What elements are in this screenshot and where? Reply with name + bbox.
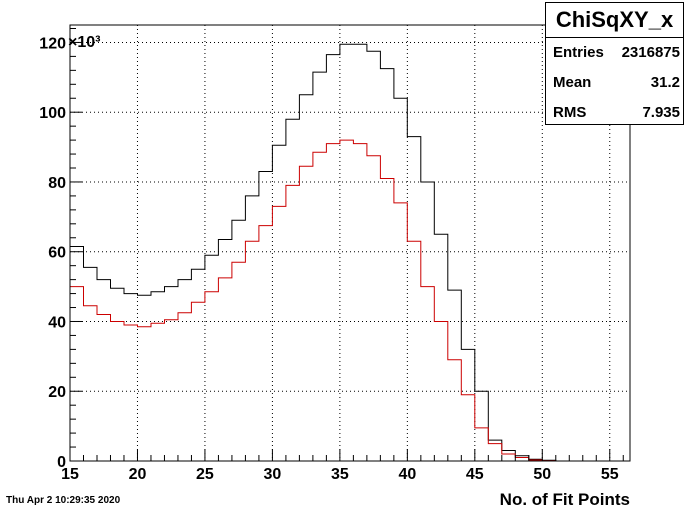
x-tick-label: 30 xyxy=(264,466,282,483)
stats-value: 31.2 xyxy=(650,74,680,91)
y-tick-label: 40 xyxy=(48,314,66,331)
histogram-line xyxy=(70,43,630,462)
y-tick-label: 20 xyxy=(48,384,66,401)
x-tick-label: 55 xyxy=(601,466,619,483)
stats-label: Mean xyxy=(553,74,592,91)
x-tick-label: 15 xyxy=(61,466,79,483)
y-tick-label: 0 xyxy=(57,454,66,471)
x-tick-label: 35 xyxy=(331,466,349,483)
stats-label: Entries xyxy=(553,44,604,61)
histogram-line xyxy=(70,139,630,462)
tick-labels: 15 20 25 30 35 40 45 50 55 0 20 40 60 80 100 120 xyxy=(39,35,618,483)
y-tick-label: 60 xyxy=(48,245,66,262)
x-axis-title: No. of Fit Points xyxy=(499,490,630,509)
y-tick-label: 80 xyxy=(48,175,66,192)
date-stamp: Thu Apr 2 10:29:35 2020 xyxy=(6,495,121,506)
x-tick-label: 45 xyxy=(466,466,484,483)
y-tick-label: 100 xyxy=(39,105,66,122)
plot-frame xyxy=(69,24,631,462)
x-tick-label: 25 xyxy=(196,466,214,483)
stats-value: 7.935 xyxy=(642,104,680,121)
stats-label: RMS xyxy=(553,104,587,121)
stats-row-mean: Mean 31.2 xyxy=(553,73,680,93)
x-tick-label: 40 xyxy=(398,466,416,483)
y-multiplier-label: ×10³ xyxy=(68,34,100,51)
stats-value: 2316875 xyxy=(621,44,680,61)
x-tick-label: 50 xyxy=(533,466,551,483)
axis-ticks xyxy=(69,27,624,462)
x-tick-label: 20 xyxy=(129,466,147,483)
stats-row-entries: Entries 2316875 xyxy=(553,43,680,63)
stats-title: ChiSqXY_x xyxy=(546,3,683,38)
histogram-series xyxy=(70,43,630,462)
y-tick-label: 120 xyxy=(39,35,66,52)
stats-row-rms: RMS 7.935 xyxy=(553,103,680,123)
stats-box: ChiSqXY_x Entries 2316875 Mean 31.2 RMS … xyxy=(545,2,684,125)
